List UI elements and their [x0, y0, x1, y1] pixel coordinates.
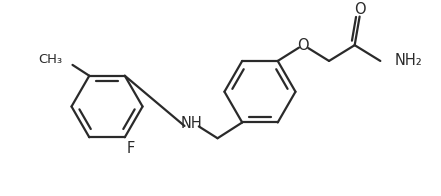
Text: NH: NH	[181, 116, 203, 131]
Text: CH₃: CH₃	[38, 54, 63, 66]
Text: F: F	[127, 141, 135, 156]
Text: O: O	[298, 38, 309, 53]
Text: NH₂: NH₂	[394, 54, 422, 68]
Text: O: O	[354, 2, 366, 17]
